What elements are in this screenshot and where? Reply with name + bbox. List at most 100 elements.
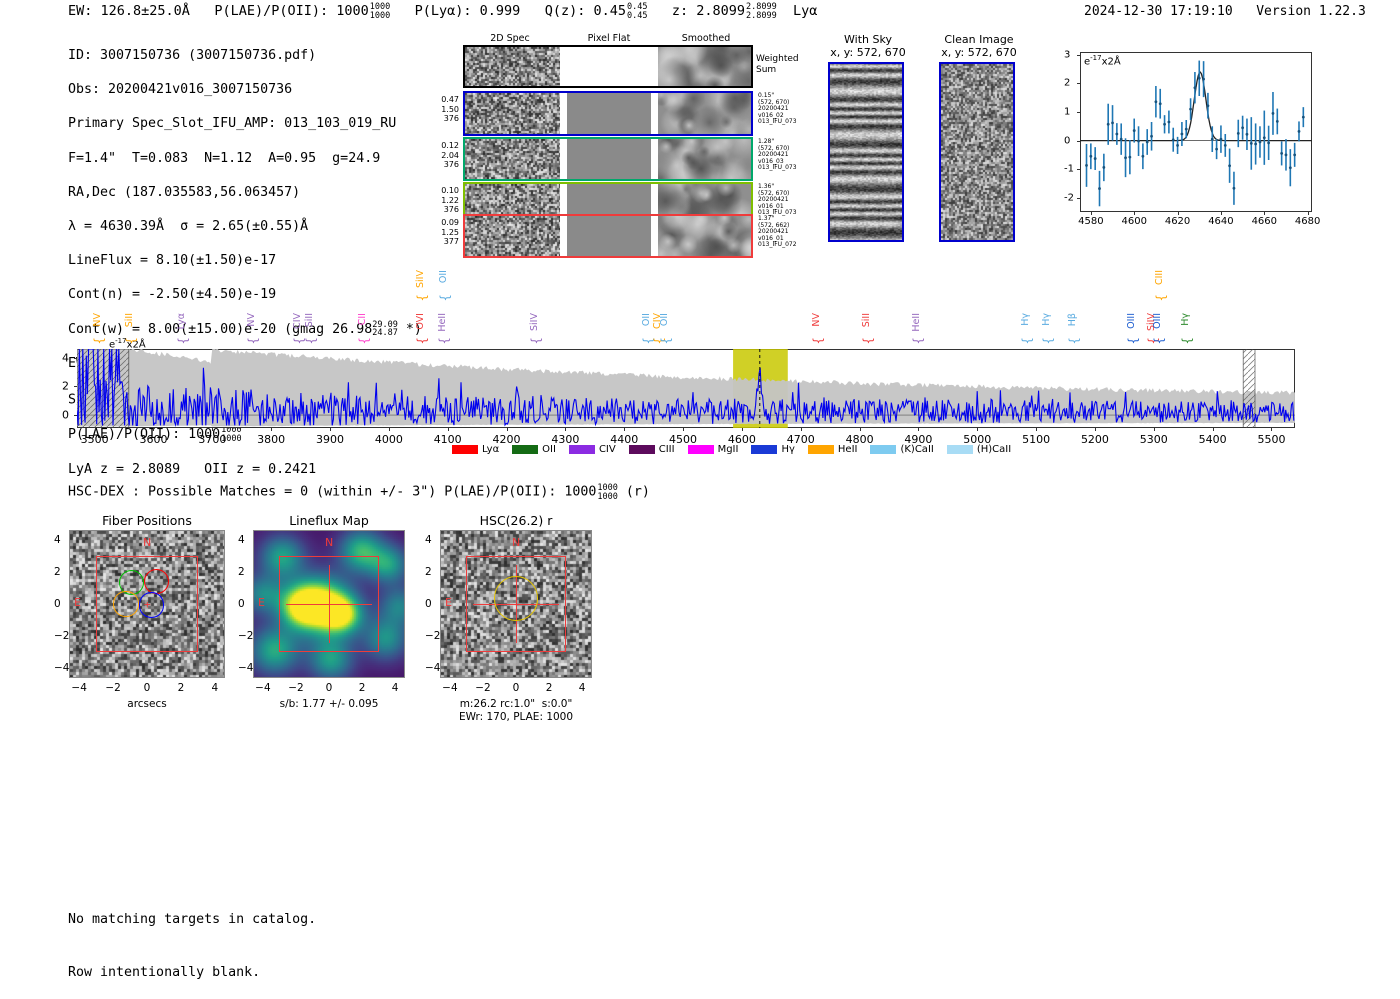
full-spectrum-xtick-mark <box>94 428 96 431</box>
report-datetime: 2024-12-30 17:19:10 <box>1084 4 1233 19</box>
legend-item-(H)CaII: (H)CaII <box>946 444 1011 455</box>
line-marker-label-OVI: OVI <box>414 313 426 330</box>
zoom-xtick: 4580 <box>1078 216 1104 227</box>
line-marker-label-SiIV: SiIV <box>415 270 427 288</box>
line-marker-brace-14: { <box>659 337 674 345</box>
header-plya: P(Lyα): 0.999 <box>414 3 521 19</box>
line-marker-label-OIII: OIII <box>1152 313 1164 329</box>
panel-xtick-0: −4 <box>71 682 87 694</box>
line-marker-label-Lyα: Lyα <box>175 313 187 330</box>
panel-xtick-0: 0 <box>143 682 151 694</box>
panel-ytick-2: −4 <box>425 662 441 675</box>
line-marker-label-Hγ: Hγ <box>1019 313 1031 326</box>
panel-xtick-1: 4 <box>391 682 399 694</box>
line-marker-label-Hβ: Hβ <box>1067 313 1079 327</box>
panel-ytick-2: 4 <box>425 533 432 546</box>
spec2d-row-stats-3: 0.09 1.25 377 <box>441 218 459 247</box>
zoom-xtick-mark <box>1307 212 1309 215</box>
panel-ytick-2: −2 <box>425 630 441 643</box>
zoom-xtick: 4680 <box>1294 216 1321 227</box>
spec2d-gap <box>560 139 567 179</box>
info-line-radec: RA,Dec (187.035583,56.063457) <box>68 184 301 200</box>
full-spectrum-units: e-17x2Å <box>109 337 146 351</box>
zoom-xtick-mark <box>1177 212 1179 215</box>
panel-title-1: Lineflux Map <box>289 513 369 528</box>
full-spectrum-xtick-mark <box>447 428 449 431</box>
line-marker-brace-17: { <box>911 337 926 345</box>
spec2d-cell-smoothed <box>657 47 751 86</box>
line-marker-label-CII: CII <box>356 313 368 326</box>
line-marker-brace-25: { <box>1180 337 1195 345</box>
info-line-obs: Obs: 20200421v016_3007150736 <box>68 82 293 98</box>
compass-east-0: E <box>74 596 81 609</box>
full-spectrum-xtick-mark <box>212 428 214 431</box>
panel-ytick-0: 0 <box>54 598 61 610</box>
info-plae-fraction: 1000 1000 <box>221 425 242 445</box>
full-spectrum-xtick: 4900 <box>904 433 933 446</box>
header-redshift: z: 2.8099 <box>671 3 745 19</box>
cutout-subtitle-0: x, y: 572, 670 <box>830 46 906 59</box>
line-marker-label-SiII: SiII <box>123 313 135 328</box>
legend-swatch-CIII <box>628 445 655 454</box>
line-marker-label-OII: OII <box>659 313 671 327</box>
legend-swatch-CIV <box>568 445 595 454</box>
spec2d-column-title-0: 2D Spec <box>490 33 530 44</box>
footer-line-1: No matching targets in catalog. <box>68 912 317 927</box>
full-spectrum-xtick: 5500 <box>1257 433 1286 446</box>
zoom-xtick-mark <box>1220 212 1222 215</box>
spec2d-gap <box>651 184 658 223</box>
full-spectrum-xtick: 3700 <box>198 433 227 446</box>
legend-swatch-MgII <box>687 445 714 454</box>
spec2d-row-1 <box>463 137 753 181</box>
full-spectrum-xtick-mark <box>741 428 743 431</box>
legend-label-Lyα: Lyα <box>482 444 500 455</box>
crosshair-center-gap-1 <box>318 593 340 615</box>
spec2d-cell-2dspec <box>465 93 560 134</box>
full-spectrum-xtick: 4800 <box>845 433 874 446</box>
spec2d-row-3 <box>463 214 753 258</box>
line-marker-label-NV: NV <box>91 313 103 327</box>
crosshair-vertical-1 <box>329 565 331 643</box>
legend-item-Hγ: Hγ <box>751 444 795 455</box>
spec2d-cell-2dspec <box>465 216 560 256</box>
spec2d-row-meta-0: 0.15" (572, 670) 20200421 v016_02 013_IF… <box>758 92 797 126</box>
panel-ifu-box-0 <box>96 555 198 653</box>
header-qz-fraction: 0.45 0.45 <box>626 2 648 21</box>
line-marker-brace-24: { <box>1153 294 1168 302</box>
line-marker-label-NV: NV <box>246 313 258 327</box>
full-spectrum-ytick-mark <box>74 415 77 417</box>
line-marker-brace-11: { <box>528 337 543 345</box>
panel-xtick-2: 4 <box>578 682 586 694</box>
info-line-redshifts: LyA z = 2.8089 OII z = 0.2421 <box>68 461 317 477</box>
full-spectrum-xtick-mark <box>388 428 390 431</box>
spec2d-cell-pixelflat <box>566 139 652 179</box>
line-marker-label-SiIV: SiIV <box>528 313 540 331</box>
full-spectrum-xtick-mark <box>1212 428 1214 431</box>
panel-xtick-2: 2 <box>545 682 553 694</box>
footer-note: No matching targets in catalog. Row inte… <box>68 876 316 999</box>
spectrum-legend: Lyα OII CIV CIII MgII Hγ HeII (K)CaII (H)CaII <box>452 444 1011 455</box>
zoom-ytick: 3 <box>1064 49 1071 61</box>
legend-item-(K)CaII: (K)CaII <box>870 444 934 455</box>
line-marker-brace-6: { <box>356 337 371 345</box>
line-marker-brace-20: { <box>1067 337 1082 345</box>
legend-swatch-Lyα <box>452 445 478 454</box>
panel-xtick-1: 0 <box>325 682 333 694</box>
legend-label-CIII: CIII <box>658 444 675 455</box>
line-marker-label-HeII: HeII <box>436 313 448 332</box>
line-marker-brace-15: { <box>811 337 826 345</box>
info-line-wavelength: λ = 4630.39Å σ = 2.65(±0.55)Å <box>68 219 309 235</box>
panel-ytick-2: 2 <box>425 565 432 578</box>
full-spectrum-xtick: 4700 <box>786 433 815 446</box>
line-marker-brace-16: { <box>860 337 875 345</box>
zoom-ytick: 1 <box>1064 106 1071 118</box>
header-timestamp-version: 2024-12-30 17:19:10 Version 1.22.3 <box>1084 4 1366 19</box>
compass-north-2: N <box>512 536 521 549</box>
line-marker-label-OIII: OIII <box>1126 313 1137 329</box>
zoom-xtick: 4620 <box>1164 216 1191 227</box>
spec2d-gap <box>651 93 658 134</box>
zoom-spectrum-units: e-17x2Å <box>1084 54 1121 68</box>
full-spectrum-xtick: 5100 <box>1022 433 1051 446</box>
full-spectrum-xtick-mark <box>565 428 567 431</box>
hsc-dex-plae-fraction: 1000 1000 <box>597 483 618 502</box>
